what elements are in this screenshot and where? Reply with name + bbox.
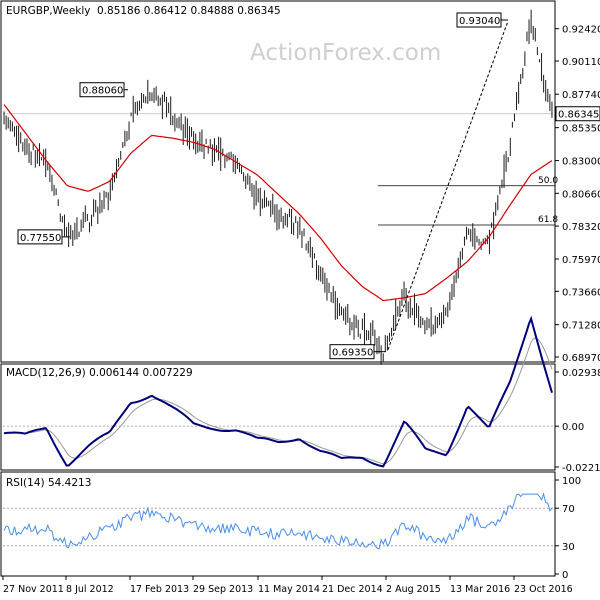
- rsi-path: [3, 492, 553, 550]
- y-tick-label: 100: [562, 476, 581, 487]
- rsi-panel: [0, 471, 556, 577]
- symbol-label: EURGBP,Weekly: [6, 5, 91, 17]
- annotation-box: [329, 344, 375, 360]
- y-tick-label: 0.78320: [562, 222, 600, 233]
- x-tick-label: 11 May 2014: [258, 584, 320, 595]
- x-tick-label: 21 Dec 2014: [322, 584, 383, 595]
- rsi-title: RSI(14) 54.4213: [6, 477, 91, 489]
- rsi-line: [3, 492, 553, 550]
- trend-line: [387, 20, 509, 350]
- annotation-label: 0.77550: [20, 233, 61, 244]
- annotation-label: 0.69350: [332, 348, 373, 359]
- current-price-box: [555, 106, 600, 122]
- current-price-label: 0.86345: [558, 110, 599, 121]
- sma-line: [3, 104, 553, 302]
- x-tick-label: 23 Oct 2016: [514, 584, 573, 595]
- y-tick-label: 0.80660: [562, 189, 600, 200]
- annotation-label: 0.88060: [82, 86, 123, 97]
- x-tick-label: 29 Sep 2013: [193, 584, 253, 595]
- price-axis: 0.92420 0.90110 0.87740 0.85350 0.83000 0.806…: [555, 25, 600, 364]
- fib-level-label: 61.8: [538, 215, 558, 225]
- macd-lines: [3, 315, 553, 468]
- y-tick-label: 0.92420: [562, 25, 600, 36]
- sma-path: [3, 104, 553, 302]
- y-tick-label: 0.87740: [562, 90, 600, 101]
- fib-lines: 50.0 61.8: [378, 176, 558, 226]
- x-tick-label: 27 Nov 2011: [3, 584, 64, 595]
- y-tick-label: 70: [562, 504, 575, 515]
- x-tick-label: 2 Aug 2015: [386, 584, 441, 595]
- price-panel: [0, 0, 556, 363]
- macd-panel: [0, 363, 556, 471]
- macd-main-path: [3, 315, 553, 468]
- macd-axis: 0.029387 0.00 -0.022161: [555, 368, 600, 474]
- price-bars: [3, 9, 553, 365]
- annotation-box: [79, 82, 125, 98]
- macd-title: MACD(12,26,9) 0.006144 0.007229: [6, 367, 193, 379]
- x-tick-label: 17 Feb 2013: [130, 584, 189, 595]
- rsi-axis: 100 70 30 0: [555, 476, 581, 581]
- y-tick-label: -0.022161: [562, 463, 600, 474]
- fib-level-label: 50.0: [538, 176, 558, 186]
- y-tick-label: 0.83000: [562, 157, 600, 168]
- y-tick-label: 0.029387: [562, 368, 600, 379]
- y-tick-label: 0.73660: [562, 287, 600, 298]
- y-tick-label: 0.71280: [562, 321, 600, 332]
- y-tick-label: 30: [562, 542, 575, 553]
- y-tick-label: 0.85350: [562, 124, 600, 135]
- y-tick-label: 0.00: [562, 422, 584, 433]
- x-tick-label: 13 Mar 2016: [450, 584, 510, 595]
- x-axis: 27 Nov 2011 8 Jul 2012 17 Feb 2013 29 Sep 2…: [2, 576, 573, 595]
- annotation-label: 0.93040: [459, 16, 500, 27]
- annotation-box: [17, 229, 63, 245]
- price-annotations: 0.93040 0.88060 0.77550 0.69350: [17, 12, 508, 360]
- y-tick-label: 0.68970: [562, 353, 600, 364]
- annotation-box: [456, 12, 502, 28]
- watermark: ActionForex.com: [250, 40, 441, 66]
- ohlc-label: 0.85186 0.86412 0.84888 0.86345: [97, 5, 281, 17]
- y-tick-label: 0.75970: [562, 255, 600, 266]
- y-tick-label: 0.90110: [562, 57, 600, 68]
- y-tick-label: 0: [562, 570, 568, 581]
- macd-signal-path: [3, 337, 553, 465]
- x-tick-label: 8 Jul 2012: [66, 584, 114, 595]
